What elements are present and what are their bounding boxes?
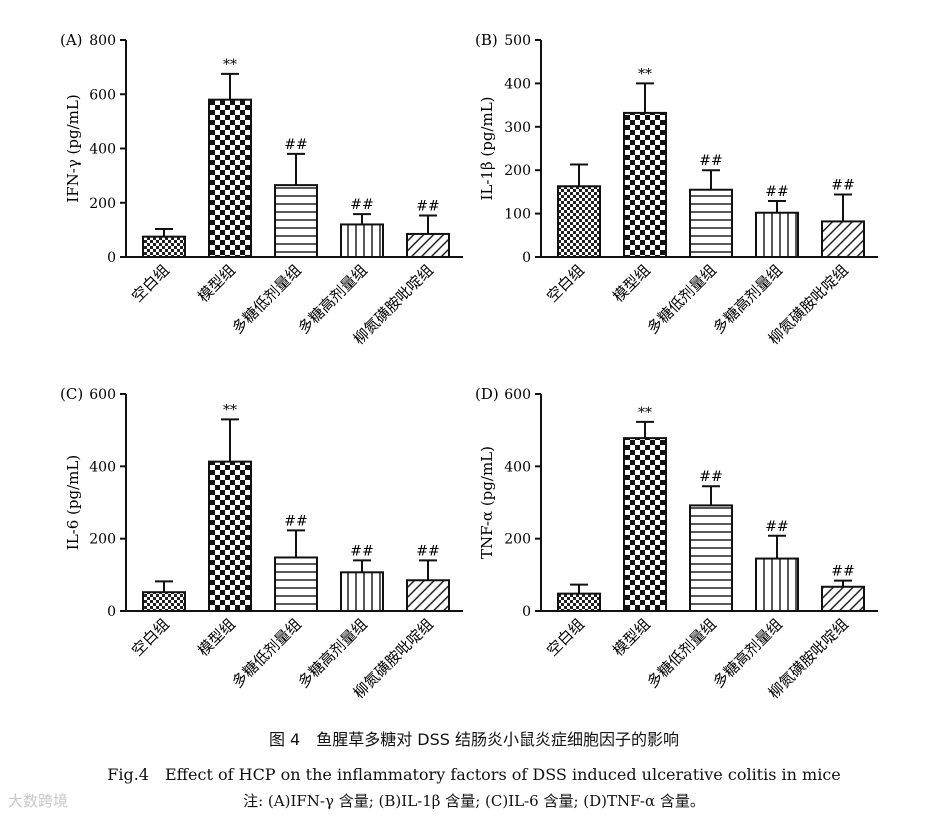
y-tick-label: 600 [504, 387, 531, 403]
y-tick-label: 200 [89, 196, 116, 212]
y-tick-label: 200 [504, 532, 531, 548]
bar [623, 111, 667, 258]
x-category-label: 多糖低剂量组 [643, 615, 719, 691]
bar [821, 585, 865, 612]
bar [557, 185, 601, 258]
x-category-label: 模型组 [609, 261, 654, 306]
significance-label: ** [638, 405, 652, 421]
y-tick-label: 0 [522, 604, 531, 620]
bar [557, 592, 601, 613]
bar [142, 235, 186, 258]
bar [208, 460, 252, 612]
y-tick-label: 800 [89, 33, 116, 49]
watermark-logo: 大数跨境 [8, 792, 69, 810]
x-category-label: 空白组 [543, 261, 588, 306]
significance-label: ** [223, 57, 237, 73]
significance-label: ## [350, 197, 373, 213]
x-category-label: 模型组 [609, 615, 654, 660]
x-category-label: 空白组 [543, 615, 588, 660]
x-category-label: 模型组 [194, 615, 239, 660]
bar [821, 220, 865, 259]
y-tick-label: 200 [504, 163, 531, 179]
chart-panel-d: (D) TNF-α (pg/mL) 0 200 400 600 空白组 ** 模型组 ## 多糖低剂… [475, 385, 878, 702]
y-axis-title: IL-6 (pg/mL) [64, 455, 82, 550]
x-category-label: 空白组 [128, 615, 173, 660]
significance-label: ## [350, 543, 373, 559]
significance-label: ## [765, 519, 788, 535]
bar [406, 232, 450, 259]
y-tick-label: 400 [504, 459, 531, 475]
chart-panel-b: (B) IL-1β (pg/mL) 0 100 200 300 400 500 空白组 ** 模型组… [475, 31, 878, 348]
y-tick-label: 0 [107, 604, 116, 620]
bar [340, 223, 384, 258]
y-tick-label: 500 [504, 33, 531, 49]
caption-note: 注: (A)IFN-γ 含量; (B)IL-1β 含量; (C)IL-6 含量;… [243, 792, 705, 810]
significance-label: ## [699, 153, 722, 169]
panel-label-b: (B) [475, 31, 498, 49]
significance-label: ** [223, 402, 237, 418]
significance-label: ** [638, 66, 652, 82]
significance-label: ## [416, 198, 439, 214]
chart-panel-c: (C) IL-6 (pg/mL) 0 200 400 600 空白组 ** 模型组 ## 多糖低剂量… [60, 385, 463, 702]
y-axis-title: IFN-γ (pg/mL) [64, 94, 82, 202]
x-category-label: 多糖低剂量组 [228, 261, 304, 337]
y-tick-label: 0 [522, 250, 531, 266]
chart-panel-a: (A) IFN-γ (pg/mL) 0 200 400 600 800 空白组 ** 模型组 ## 多… [60, 31, 463, 348]
bar [274, 556, 318, 612]
y-tick-label: 600 [89, 87, 116, 103]
bar [406, 579, 450, 613]
bar [755, 557, 799, 613]
bar [208, 98, 252, 258]
significance-label: ## [699, 469, 722, 485]
x-category-label: 多糖低剂量组 [643, 261, 719, 337]
y-tick-label: 400 [89, 459, 116, 475]
bar [340, 571, 384, 613]
panel-label-c: (C) [60, 385, 83, 403]
bar [623, 437, 667, 612]
bar [755, 211, 799, 258]
panel-label-a: (A) [60, 31, 83, 49]
y-tick-label: 400 [504, 76, 531, 92]
bar [142, 591, 186, 613]
y-axis-title: IL-1β (pg/mL) [478, 96, 496, 200]
y-tick-label: 400 [89, 142, 116, 158]
bar [274, 184, 318, 258]
significance-label: ## [831, 564, 854, 580]
x-category-label: 空白组 [128, 261, 173, 306]
significance-label: ## [284, 137, 307, 153]
significance-label: ## [416, 543, 439, 559]
bar [689, 504, 733, 613]
caption-chinese: 图 4 鱼腥草多糖对 DSS 结肠炎小鼠炎症细胞因子的影响 [268, 730, 680, 749]
x-category-label: 多糖低剂量组 [228, 615, 304, 691]
y-tick-label: 0 [107, 250, 116, 266]
y-axis-title: TNF-α (pg/mL) [478, 446, 496, 559]
y-tick-label: 200 [89, 532, 116, 548]
significance-label: ## [284, 513, 307, 529]
caption-english: Fig.4 Effect of HCP on the inflammatory … [107, 765, 841, 784]
y-tick-label: 100 [504, 207, 531, 223]
y-tick-label: 600 [89, 387, 116, 403]
panel-label-d: (D) [475, 385, 499, 403]
significance-label: ## [765, 184, 788, 200]
significance-label: ## [831, 178, 854, 194]
y-tick-label: 300 [504, 120, 531, 136]
bar [689, 188, 733, 258]
x-category-label: 模型组 [194, 261, 239, 306]
